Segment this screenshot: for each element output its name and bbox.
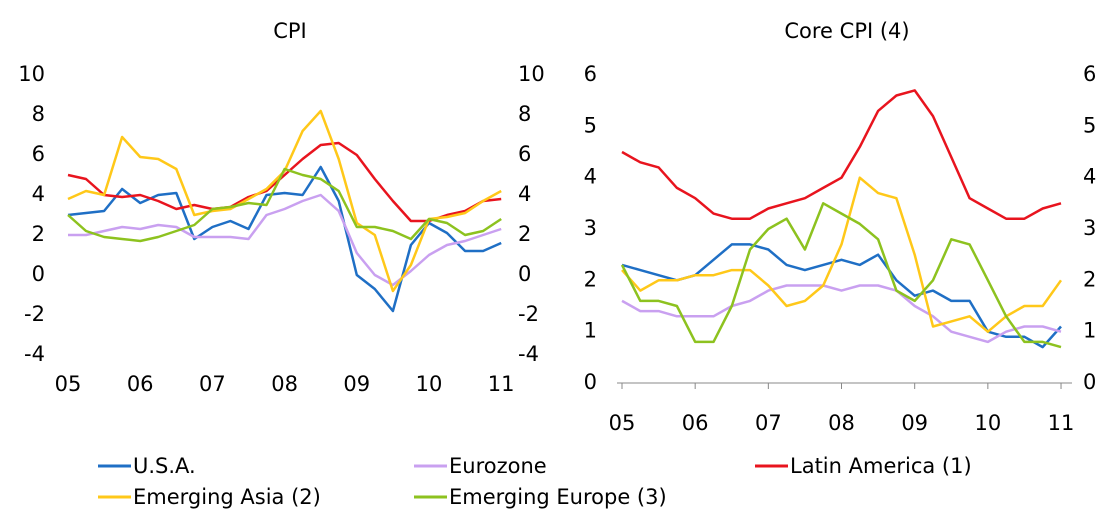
x-tick-label: 05 <box>609 411 636 435</box>
y2-tick-label: 2 <box>1083 267 1096 291</box>
y-tick-label: 0 <box>584 370 597 394</box>
y-tick-label: 8 <box>32 102 45 126</box>
y2-tick-label: 6 <box>1083 62 1096 86</box>
x-tick-label: 08 <box>828 411 855 435</box>
y2-tick-label: 0 <box>518 262 531 286</box>
x-tick-label: 09 <box>901 411 928 435</box>
y2-tick-label: 1 <box>1083 319 1096 343</box>
y2-tick-label: 4 <box>1083 165 1096 189</box>
legend-label: Emerging Asia (2) <box>133 485 321 509</box>
legend-label: Latin America (1) <box>790 454 972 478</box>
series-line <box>621 284 1062 344</box>
y-tick-label: 1 <box>584 319 597 343</box>
x-tick-label: 10 <box>416 372 443 396</box>
y-tick-label: 2 <box>584 267 597 291</box>
y2-tick-label: 6 <box>518 142 531 166</box>
y-tick-label: 6 <box>584 62 597 86</box>
y-tick-label: 5 <box>584 113 597 137</box>
y-tick-label: -2 <box>24 302 45 326</box>
x-tick-label: 05 <box>55 372 82 396</box>
y2-tick-label: 10 <box>518 62 545 86</box>
y2-tick-label: 5 <box>1083 113 1096 137</box>
y-tick-label: 4 <box>584 165 597 189</box>
x-tick-label: 06 <box>682 411 709 435</box>
y2-tick-label: 0 <box>1083 370 1096 394</box>
y2-tick-label: -2 <box>518 302 539 326</box>
x-tick-label: 11 <box>488 372 515 396</box>
y-tick-label: 6 <box>32 142 45 166</box>
x-tick-label: 10 <box>974 411 1001 435</box>
series-line <box>67 167 502 243</box>
series-line <box>621 89 1062 220</box>
x-tick-label: 11 <box>1048 411 1075 435</box>
y2-tick-label: -4 <box>518 342 539 366</box>
x-tick-label: 09 <box>343 372 370 396</box>
y2-tick-label: 8 <box>518 102 531 126</box>
y2-tick-label: 2 <box>518 222 531 246</box>
y-tick-label: -4 <box>24 342 45 366</box>
legend-label: U.S.A. <box>133 454 196 478</box>
legend-label: Emerging Europe (3) <box>449 485 667 509</box>
y-tick-label: 3 <box>584 216 597 240</box>
y2-tick-label: 3 <box>1083 216 1096 240</box>
series-line <box>68 193 502 287</box>
series-line <box>621 176 1063 333</box>
series-line <box>67 109 502 293</box>
x-tick-label: 08 <box>271 372 298 396</box>
chart-title: Core CPI (4) <box>784 19 909 43</box>
y-tick-label: 2 <box>32 222 45 246</box>
chart-title: CPI <box>273 19 307 43</box>
y-tick-label: 10 <box>18 62 45 86</box>
series-line <box>67 165 502 313</box>
x-tick-label: 07 <box>199 372 226 396</box>
y-tick-label: 0 <box>32 262 45 286</box>
x-tick-label: 07 <box>755 411 782 435</box>
x-tick-label: 06 <box>127 372 154 396</box>
y2-tick-label: 4 <box>518 182 531 206</box>
y-tick-label: 4 <box>32 182 45 206</box>
legend-label: Eurozone <box>449 454 547 478</box>
series-line <box>620 202 1062 349</box>
